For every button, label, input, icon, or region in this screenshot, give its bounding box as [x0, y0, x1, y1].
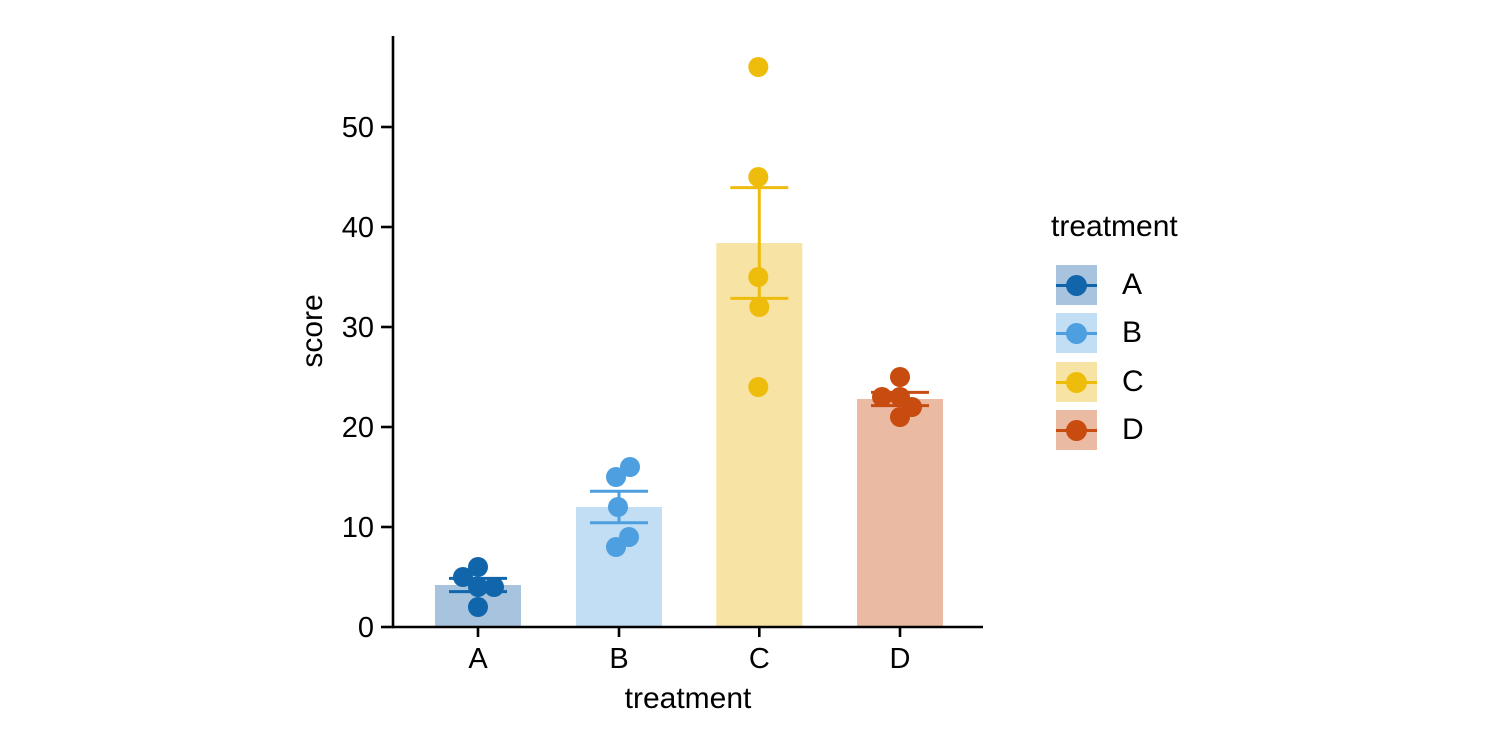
data-point-D	[890, 407, 910, 427]
data-point-D	[890, 367, 910, 387]
bar-B	[576, 507, 662, 627]
data-point-A	[468, 577, 488, 597]
x-tick-label: B	[609, 643, 628, 675]
x-axis-title: treatment	[625, 682, 752, 715]
data-point-B	[620, 457, 640, 477]
data-point-C	[748, 267, 769, 287]
data-point-B	[606, 537, 626, 557]
data-point-A	[468, 557, 488, 577]
y-tick-label: 30	[342, 312, 374, 344]
data-point-A	[484, 577, 504, 597]
x-tick-label: A	[468, 643, 488, 675]
y-tick-label: 20	[342, 412, 374, 444]
data-point-B	[608, 497, 628, 517]
data-point-A	[468, 597, 488, 617]
data-point-A	[453, 567, 473, 587]
y-tick-label: 10	[342, 512, 374, 544]
data-point-D	[872, 387, 892, 407]
data-point-B	[606, 467, 626, 487]
y-axis-title: score	[296, 294, 329, 367]
bar-D	[857, 399, 943, 627]
x-tick-label: C	[749, 643, 770, 675]
x-tick-label: D	[890, 643, 911, 675]
y-tick-label: 50	[342, 112, 374, 144]
data-point-C	[748, 57, 769, 77]
data-point-C	[749, 297, 770, 317]
data-point-C	[748, 377, 769, 397]
y-tick-label: 40	[342, 212, 374, 244]
y-tick-label: 0	[358, 612, 374, 644]
data-point-C	[748, 167, 769, 187]
